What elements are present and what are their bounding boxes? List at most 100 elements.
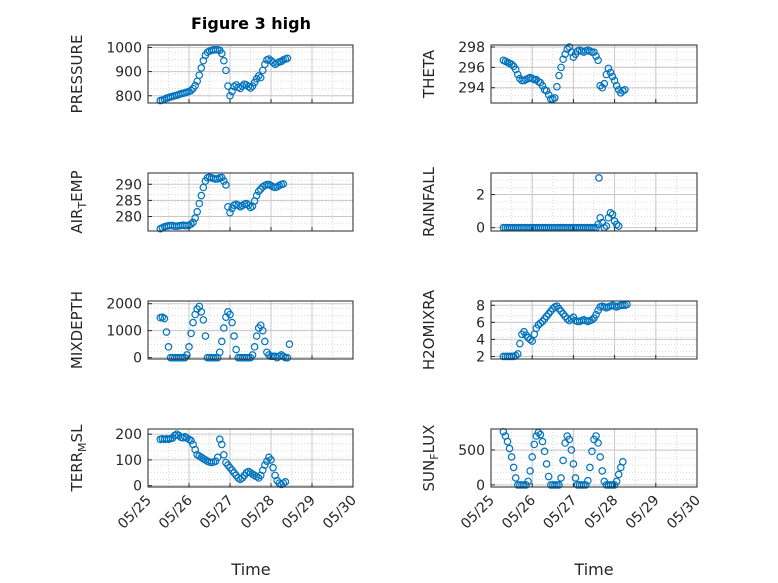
data-point xyxy=(555,71,563,80)
y-axis-label: MIXDEPTH xyxy=(68,291,86,369)
data-point xyxy=(588,315,596,324)
data-point xyxy=(258,326,267,335)
data-point xyxy=(538,437,547,446)
data-point xyxy=(588,48,596,56)
data-point xyxy=(595,174,603,182)
data-point xyxy=(162,328,171,336)
axes-box xyxy=(147,172,354,232)
y-axis-label: TERRMSL xyxy=(68,424,89,493)
data-point xyxy=(528,337,537,345)
data-point xyxy=(513,350,522,358)
data-point xyxy=(505,444,514,453)
data-point xyxy=(579,481,588,489)
data-point xyxy=(220,177,228,185)
data-point xyxy=(540,447,549,456)
data-point xyxy=(236,84,245,93)
data-point xyxy=(201,332,210,340)
data-point xyxy=(177,353,185,362)
data-point xyxy=(220,450,228,459)
data-point xyxy=(164,343,173,351)
y-axis-label: H2OMIXRA xyxy=(420,289,438,370)
y-tick-label: 2000 xyxy=(106,297,142,313)
data-point xyxy=(581,481,590,489)
data-point xyxy=(218,49,226,58)
data-point xyxy=(248,82,257,90)
y-tick-label: 8 xyxy=(476,298,485,314)
data-point xyxy=(281,353,290,362)
x-tick-label: 05/26 xyxy=(499,492,539,532)
data-point xyxy=(507,352,516,361)
data-point xyxy=(244,201,253,210)
data-point xyxy=(621,85,629,94)
data-point xyxy=(516,339,524,348)
data-point xyxy=(509,463,518,472)
data-point xyxy=(596,81,604,90)
x-tick-label: 05/25 xyxy=(458,493,498,533)
data-point xyxy=(269,463,277,472)
data-point xyxy=(215,348,224,357)
subplot-2: 294 296 298 THETA xyxy=(420,40,698,104)
subplot-1: 800 900 1000 PRESSURE xyxy=(68,35,354,114)
y-axis-label: PRESSURE xyxy=(68,35,86,114)
data-point xyxy=(619,458,627,466)
subplot-4: 0 2 RAINFALL xyxy=(420,166,698,237)
data-point xyxy=(557,474,565,482)
data-point xyxy=(213,453,222,462)
data-point xyxy=(577,481,586,489)
data-point xyxy=(569,460,578,468)
data-point xyxy=(557,63,565,72)
axes-box xyxy=(490,428,698,488)
data-point xyxy=(551,94,559,102)
x-tick-label: 05/28 xyxy=(238,493,278,533)
y-tick-label: 0 xyxy=(133,479,142,495)
data-point xyxy=(254,187,263,196)
data-point xyxy=(513,70,522,79)
y-tick-label: 298 xyxy=(458,40,485,56)
y-tick-label: 2 xyxy=(476,188,485,204)
data-point xyxy=(226,208,234,217)
axes-box xyxy=(490,172,698,232)
data-point xyxy=(267,456,275,464)
chart-title: Figure 3 high xyxy=(191,14,311,33)
x-tick-label: 05/27 xyxy=(197,493,237,533)
data-point xyxy=(530,440,539,449)
y-axis-label: RAINFALL xyxy=(420,166,438,237)
y-axis-label: SUNFLUX xyxy=(420,425,441,492)
axes-box xyxy=(490,300,698,360)
data-point xyxy=(246,84,255,92)
y-tick-label: 0 xyxy=(476,221,485,237)
axes-box xyxy=(490,44,698,104)
data-point xyxy=(250,343,259,351)
data-point xyxy=(594,439,602,447)
x-tick-label: 05/27 xyxy=(540,493,580,533)
data-point xyxy=(612,477,621,486)
data-point xyxy=(542,86,551,95)
data-point xyxy=(183,351,191,359)
data-point xyxy=(277,57,286,66)
data-point xyxy=(226,310,234,319)
data-point xyxy=(600,79,609,88)
data-point xyxy=(594,56,602,65)
data-point xyxy=(584,476,592,485)
x-tick-label: 05/30 xyxy=(320,493,360,533)
axes-box xyxy=(147,428,354,488)
data-point xyxy=(199,316,208,324)
data-point xyxy=(261,60,269,69)
data-point xyxy=(511,474,520,482)
y-axis-label: THETA xyxy=(420,49,438,99)
y-tick-label: 2 xyxy=(476,349,485,365)
data-point xyxy=(226,91,234,100)
data-point xyxy=(283,54,292,63)
data-point xyxy=(220,324,228,332)
data-point xyxy=(544,472,553,481)
data-point xyxy=(281,478,290,486)
y-tick-label: 500 xyxy=(458,443,485,459)
data-point xyxy=(242,353,251,362)
data-point xyxy=(614,470,623,479)
x-tick-label: 05/28 xyxy=(582,493,622,533)
subplot-8: 0 500 05/25 05/26 05/27 05/28 05/29 05/30 SUNFLU… xyxy=(420,425,704,533)
x-tick-label: 05/29 xyxy=(623,493,663,533)
data-point xyxy=(538,81,547,90)
x-axis-label-right: Time xyxy=(573,560,613,579)
data-point xyxy=(592,310,600,319)
